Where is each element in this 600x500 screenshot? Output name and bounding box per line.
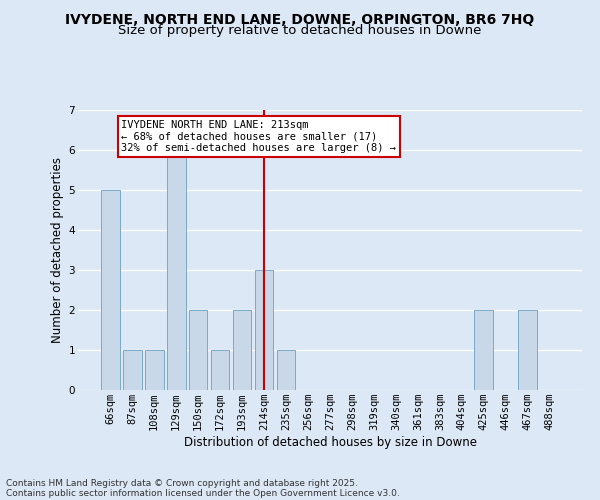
Y-axis label: Number of detached properties: Number of detached properties — [52, 157, 64, 343]
Text: IVYDENE, NORTH END LANE, DOWNE, ORPINGTON, BR6 7HQ: IVYDENE, NORTH END LANE, DOWNE, ORPINGTO… — [65, 12, 535, 26]
X-axis label: Distribution of detached houses by size in Downe: Distribution of detached houses by size … — [184, 436, 476, 449]
Bar — [233, 310, 251, 390]
Bar — [167, 150, 185, 390]
Bar — [101, 190, 119, 390]
Text: IVYDENE NORTH END LANE: 213sqm
← 68% of detached houses are smaller (17)
32% of : IVYDENE NORTH END LANE: 213sqm ← 68% of … — [121, 120, 396, 153]
Text: Contains HM Land Registry data © Crown copyright and database right 2025.: Contains HM Land Registry data © Crown c… — [6, 478, 358, 488]
Bar — [211, 350, 229, 390]
Bar — [475, 310, 493, 390]
Bar — [255, 270, 274, 390]
Bar — [518, 310, 537, 390]
Bar — [189, 310, 208, 390]
Bar — [277, 350, 295, 390]
Text: Size of property relative to detached houses in Downe: Size of property relative to detached ho… — [118, 24, 482, 37]
Bar — [145, 350, 164, 390]
Bar — [123, 350, 142, 390]
Text: Contains public sector information licensed under the Open Government Licence v3: Contains public sector information licen… — [6, 488, 400, 498]
